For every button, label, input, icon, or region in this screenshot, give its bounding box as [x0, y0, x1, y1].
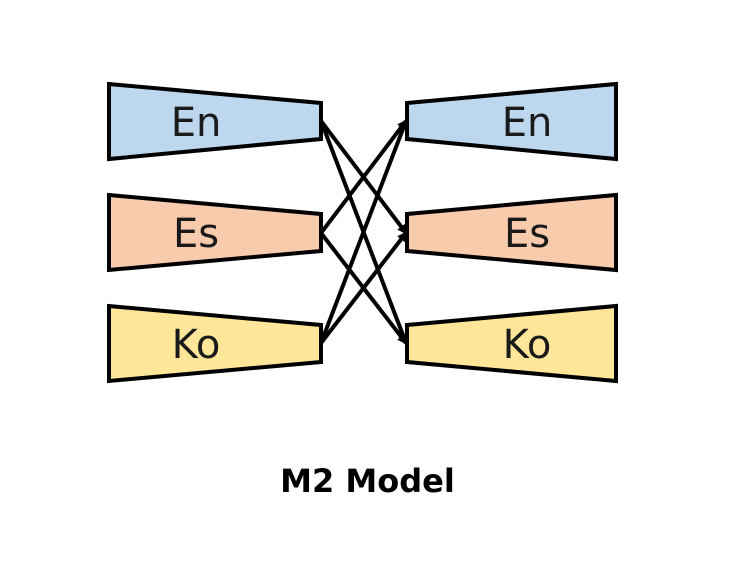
encoder-ko-shape — [107, 303, 323, 384]
decoder-es-label: Es — [504, 211, 550, 257]
decoder-en-label: En — [502, 100, 553, 146]
encoder-en-label: En — [171, 100, 222, 146]
m2-model-diagram: En Es Ko En Es Ko — [107, 81, 618, 384]
encoder-en: En — [107, 81, 323, 162]
decoder-es: Es — [405, 192, 618, 273]
encoder-en-shape — [107, 81, 323, 162]
encoder-ko-label: Ko — [172, 322, 221, 368]
encoder-es-shape — [107, 192, 323, 273]
encoder-es-label: Es — [173, 211, 219, 257]
encoder-ko: Ko — [107, 303, 323, 384]
encoder-es: Es — [107, 192, 323, 273]
decoder-ko: Ko — [405, 303, 618, 384]
arrow-es-to-en — [319, 119, 408, 235]
decoder-ko-label: Ko — [503, 322, 552, 368]
connection-arrows — [319, 119, 408, 345]
arrow-ko-to-en — [319, 119, 408, 344]
decoder-en: En — [405, 81, 618, 162]
diagram-caption: M2 Model — [280, 462, 455, 500]
decoder-ko-shape — [405, 303, 618, 384]
arrow-ko-to-es — [319, 231, 408, 345]
